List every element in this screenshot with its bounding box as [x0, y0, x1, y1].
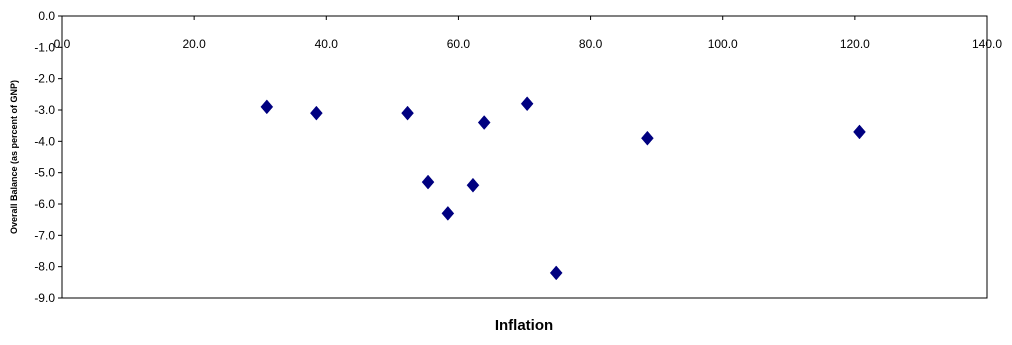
x-axis-ticks: 0.0 20.0 40.0 60.0 80.0 100.0 120.0 140.0: [54, 16, 1002, 51]
x-tick-label: 80.0: [579, 37, 603, 51]
y-tick-label: -7.0: [34, 228, 55, 242]
data-point-diamond: [549, 265, 563, 281]
data-point-diamond: [441, 206, 455, 221]
y-axis-ticks: 0.0 -1.0 -2.0 -3.0 -4.0 -5.0 -6.0 -7.0 -8.0 -9.0: [34, 9, 62, 305]
data-point-diamond: [477, 115, 491, 130]
data-point-diamond: [401, 105, 414, 121]
y-tick-label: -9.0: [34, 291, 55, 305]
x-tick-label: 140.0: [972, 37, 1002, 51]
x-axis-label: Inflation: [495, 317, 553, 334]
y-tick-label: -3.0: [34, 103, 55, 117]
data-point-diamond: [421, 174, 435, 190]
data-point-diamond: [520, 96, 534, 112]
y-tick-label: 0.0: [38, 9, 55, 23]
x-tick-label: 0.0: [54, 37, 71, 51]
data-point-diamond: [853, 124, 866, 140]
y-tick-label: -6.0: [34, 197, 55, 211]
x-tick-label: 20.0: [182, 37, 206, 51]
y-tick-label: -2.0: [34, 72, 55, 86]
x-tick-label: 100.0: [708, 37, 738, 51]
y-tick-label: -5.0: [34, 166, 55, 180]
data-point-diamond: [641, 130, 654, 146]
data-point-diamond: [466, 177, 480, 193]
data-point-diamond: [310, 105, 323, 121]
x-tick-label: 60.0: [447, 37, 471, 51]
data-points: [260, 96, 866, 281]
x-tick-label: 40.0: [315, 37, 339, 51]
y-tick-label: -1.0: [34, 40, 55, 54]
x-tick-label: 120.0: [840, 37, 870, 51]
y-axis-label: Overall Balance (as percent of GNP): [9, 80, 19, 234]
data-point-diamond: [260, 99, 274, 115]
y-tick-label: -4.0: [34, 134, 55, 148]
plot-area: [61, 15, 988, 299]
y-tick-label: -8.0: [34, 260, 55, 274]
